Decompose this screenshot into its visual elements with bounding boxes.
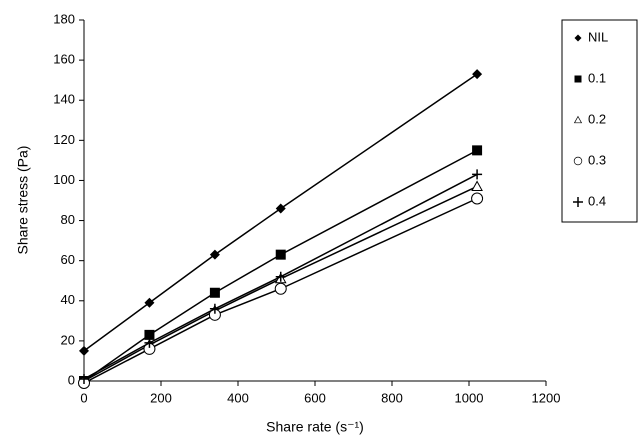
- legend-label: NIL: [588, 29, 608, 44]
- legend-marker: [574, 34, 582, 42]
- x-tick-label: 800: [381, 390, 403, 405]
- y-tick-label: 160: [53, 52, 75, 67]
- legend-marker: [574, 75, 582, 83]
- legend-marker: [573, 156, 583, 166]
- marker: [209, 249, 220, 260]
- y-tick-label: 140: [53, 92, 75, 107]
- marker: [275, 203, 286, 214]
- legend-label: 0.3: [588, 152, 606, 167]
- marker: [209, 303, 220, 314]
- y-axis-label: Share stress (Pa): [15, 146, 31, 255]
- legend-label: 0.2: [588, 111, 606, 126]
- x-tick-label: 1000: [455, 390, 484, 405]
- marker: [471, 192, 484, 205]
- marker: [79, 345, 89, 356]
- marker: [144, 297, 155, 308]
- legend-box: [561, 19, 638, 223]
- marker: [144, 329, 155, 340]
- y-tick-label: 80: [61, 212, 75, 227]
- y-tick-label: 60: [61, 252, 75, 267]
- marker: [144, 337, 155, 348]
- marker: [275, 249, 286, 260]
- x-tick-label: 200: [150, 390, 172, 405]
- y-tick-label: 20: [61, 332, 75, 347]
- legend-label: 0.4: [588, 193, 606, 208]
- marker: [471, 180, 483, 191]
- legend-label: 0.1: [588, 70, 606, 85]
- y-tick-label: 40: [61, 292, 75, 307]
- legend-marker: [573, 197, 583, 207]
- y-tick-label: 0: [68, 372, 75, 387]
- marker: [79, 373, 89, 384]
- x-tick-label: 0: [80, 390, 87, 405]
- marker: [209, 287, 220, 298]
- marker: [275, 271, 286, 282]
- x-tick-label: 400: [227, 390, 249, 405]
- y-tick-label: 180: [53, 11, 75, 26]
- marker: [274, 282, 287, 295]
- y-tick-label: 120: [53, 132, 75, 147]
- y-tick-label: 100: [53, 172, 75, 187]
- legend-marker: [573, 115, 583, 124]
- x-tick-label: 1200: [532, 390, 561, 405]
- x-axis-label: Share rate (s⁻¹): [266, 419, 364, 435]
- marker: [472, 169, 483, 180]
- marker: [472, 69, 483, 80]
- x-tick-label: 600: [304, 390, 326, 405]
- marker: [472, 145, 483, 156]
